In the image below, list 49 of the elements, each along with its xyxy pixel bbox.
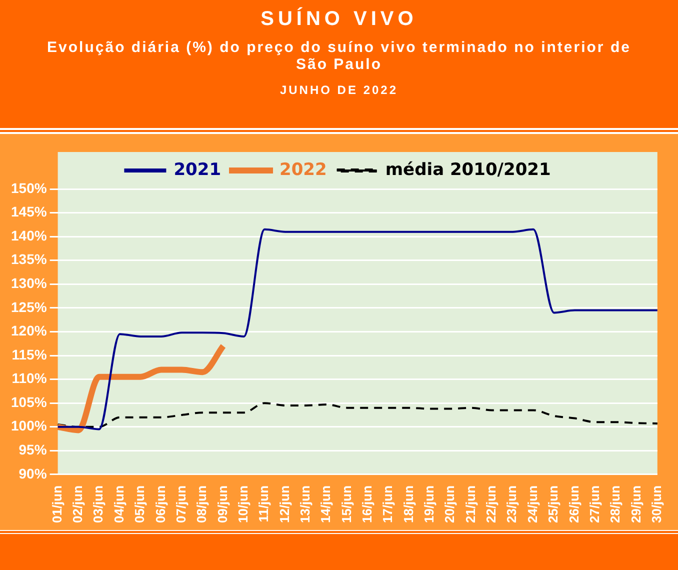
y-tick-label: 150% (10, 180, 48, 196)
x-tick-label: 19/jun (422, 485, 437, 524)
legend-label: 2022 (280, 160, 327, 180)
x-tick-label: 23/jun (504, 485, 520, 524)
x-tick-label: 21/jun (462, 485, 478, 524)
x-tick-label: 04/jun (111, 485, 126, 524)
y-tick-label: 140% (10, 227, 48, 244)
x-tick-label: 07/jun (173, 485, 188, 524)
y-tick-label: 95% (18, 442, 48, 458)
x-tick-label: 11/jun (256, 485, 272, 522)
y-tick-label: 90% (18, 465, 48, 482)
x-tick-label: 29/jun (628, 485, 644, 524)
x-tick-label: 10/jun (235, 485, 250, 524)
x-tick-label: 25/jun (546, 485, 561, 524)
x-tick-label: 03/jun (90, 485, 106, 524)
x-tick-label: 22/jun (484, 485, 499, 524)
x-tick-label: 08/jun (194, 485, 210, 524)
x-tick-label: 27/jun (586, 485, 602, 524)
x-tick-label: 14/jun (318, 485, 334, 524)
y-tick-label: 145% (10, 204, 48, 220)
chart-title: SUÍNO VIVO (260, 6, 418, 31)
x-tick-label: 12/jun (276, 485, 292, 524)
legend-label: média 2010/2021 (385, 160, 551, 180)
y-tick-label: 125% (10, 298, 48, 315)
chart-subtitle: Evolução diária (%) do preço do suíno vivo terminado no interior de São Paulo (46, 39, 632, 73)
y-tick-label: 135% (10, 251, 48, 268)
x-tick-label: 16/jun (360, 485, 375, 524)
x-tick-label: 01/jun (49, 485, 64, 524)
x-tick-label: 28/jun (608, 485, 623, 524)
x-tick-label: 02/jun (70, 485, 86, 524)
x-tick-label: 26/jun (566, 485, 582, 524)
legend-label: 2021 (174, 160, 222, 180)
x-tick-label: 20/jun (442, 485, 458, 524)
y-tick-label: 110% (12, 370, 48, 386)
x-tick-label: 30/jun (648, 485, 664, 524)
x-tick-label: 09/jun (214, 485, 230, 524)
x-tick-label: 24/jun (524, 485, 540, 524)
x-tick-label: 06/jun (152, 485, 168, 524)
text: JUNHO DE 2022 (278, 83, 400, 97)
y-tick-label: 105% (10, 394, 48, 410)
x-tick-label: 05/jun (132, 485, 148, 524)
x-tick-label: 15/jun (338, 485, 354, 524)
y-tick-label: 120% (10, 322, 48, 339)
y-tick-label: 130% (10, 275, 48, 292)
x-tick-label: 18/jun (400, 485, 416, 524)
y-tick-label: 115% (12, 346, 48, 362)
x-tick-label: 13/jun (297, 485, 312, 524)
x-tick-label: 17/jun (380, 485, 396, 524)
y-tick-label: 100% (10, 418, 48, 434)
